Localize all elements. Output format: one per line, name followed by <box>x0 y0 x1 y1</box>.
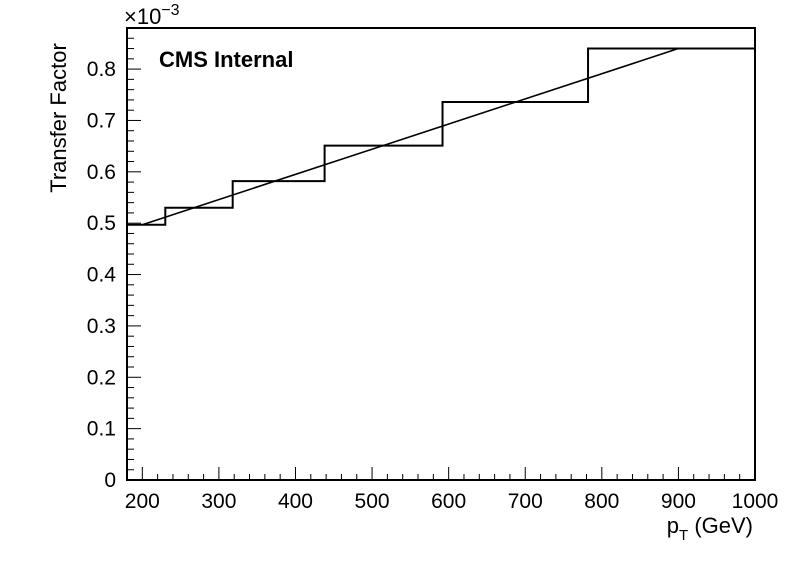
y-tick-label: 0 <box>104 469 116 492</box>
y-tick-label: 0.5 <box>87 212 116 235</box>
fit-line <box>142 47 679 226</box>
axis-ticks <box>126 27 756 481</box>
y-exponent-power: −3 <box>161 2 179 19</box>
chart-series <box>127 47 755 226</box>
y-tick-label: 0.3 <box>87 315 116 338</box>
x-tick-label: 400 <box>278 490 313 513</box>
tick-labels: 200 300 400 500 600 700 800 900 1000 0 0.1 0.2 0.3 0.… <box>87 58 779 513</box>
y-axis-title: Transfer Factor <box>46 43 71 193</box>
y-axis-exponent: ×10−3 <box>124 2 180 29</box>
y-tick-label: 0.4 <box>87 264 117 287</box>
x-axis-title: pT (GeV) <box>667 513 753 544</box>
x-tick-label: 300 <box>201 490 236 513</box>
y-tick-label: 0.8 <box>87 58 116 81</box>
x-tick-label: 900 <box>661 490 696 513</box>
y-tick-label: 0.2 <box>87 366 116 389</box>
y-tick-label: 0.7 <box>87 109 116 132</box>
x-tick-label: 700 <box>508 490 543 513</box>
x-tick-label: 1000 <box>732 490 779 513</box>
y-exponent-base: ×10 <box>124 4 161 29</box>
y-tick-label: 0.6 <box>87 161 116 184</box>
x-title-main: p <box>667 513 679 538</box>
cms-internal-label: CMS Internal <box>159 47 293 72</box>
plot-frame <box>126 27 756 481</box>
x-tick-label: 500 <box>355 490 390 513</box>
x-tick-label: 800 <box>584 490 619 513</box>
step-histogram <box>127 47 755 226</box>
y-tick-label: 0.1 <box>87 418 116 441</box>
x-title-sub: T <box>679 527 688 544</box>
x-tick-label: 600 <box>431 490 466 513</box>
x-title-rest: (GeV) <box>688 513 753 538</box>
x-tick-label: 200 <box>125 490 160 513</box>
